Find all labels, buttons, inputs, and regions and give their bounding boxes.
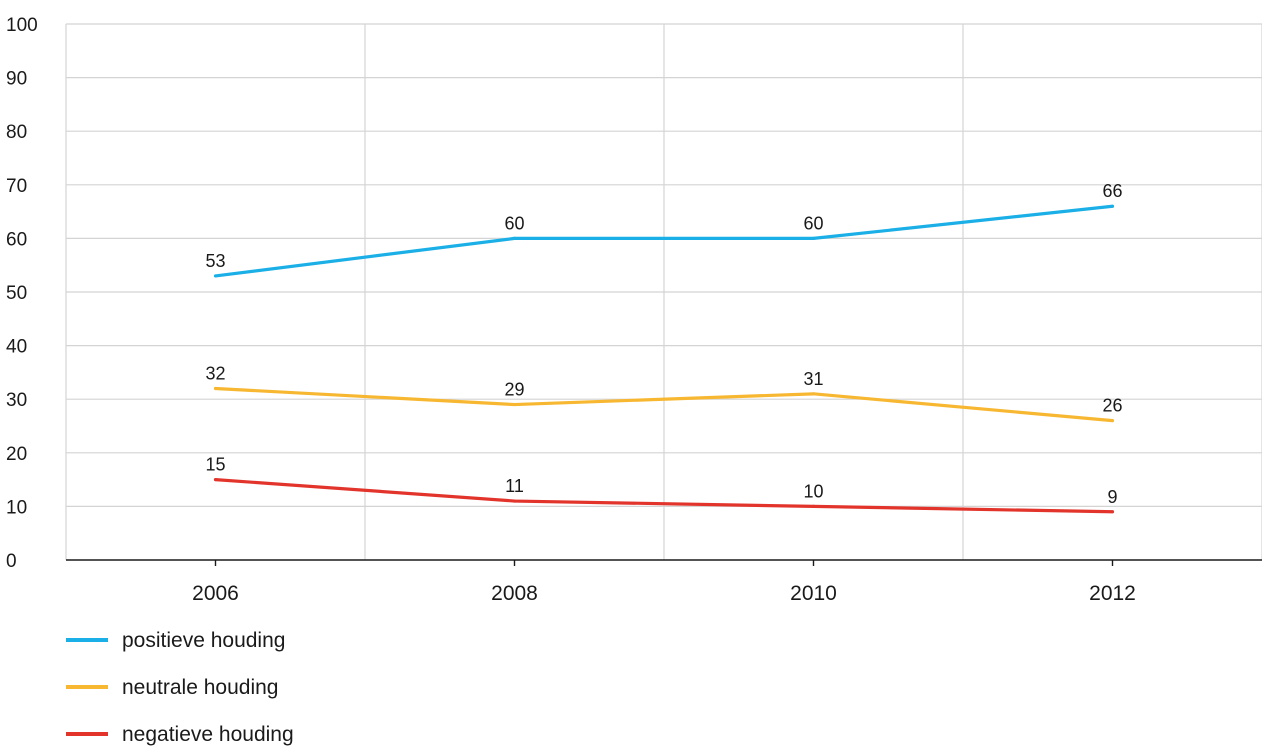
data-point: [213, 274, 218, 278]
gridlines: [65, 23, 1262, 560]
y-tick-label: 20: [6, 444, 27, 465]
y-tick-label: 70: [6, 176, 27, 197]
y-tick-label: 60: [6, 229, 27, 250]
data-point: [213, 386, 218, 391]
legend-label: positieve houding: [122, 629, 285, 652]
x-tick-label: 2008: [491, 582, 538, 605]
data-point: [811, 504, 816, 508]
data-label: 60: [504, 213, 524, 233]
data-label: 60: [803, 213, 823, 233]
series-line-1: [215, 386, 1113, 423]
series-line-2: [215, 478, 1113, 514]
y-tick-label: 10: [6, 497, 27, 518]
y-tick-label: 90: [6, 69, 27, 90]
y-tick-label: 40: [6, 337, 27, 358]
data-point: [1110, 510, 1115, 514]
y-axis: 0 10 20 30 40 50 60 70 80 90 100: [6, 15, 38, 572]
data-point: [811, 236, 816, 240]
series-lines: [213, 204, 1115, 514]
data-point: [1110, 204, 1115, 208]
y-tick-label: 0: [6, 551, 17, 572]
data-point: [213, 478, 218, 482]
data-label: 29: [504, 380, 524, 400]
x-tick-label: 2006: [192, 582, 239, 605]
y-tick-label: 80: [6, 122, 27, 143]
data-label: 31: [803, 369, 823, 389]
legend: positieve houding neutrale houding negatie…: [66, 629, 294, 746]
legend-label: negatieve houding: [122, 723, 294, 746]
data-point: [512, 236, 517, 240]
y-tick-label: 50: [6, 283, 27, 304]
data-point: [512, 402, 517, 407]
data-label: 10: [803, 481, 823, 501]
data-label: 66: [1102, 181, 1122, 201]
data-label: 9: [1107, 487, 1117, 507]
data-label: 32: [205, 363, 225, 383]
x-tick-label: 2010: [790, 582, 837, 605]
legend-label: neutrale houding: [122, 676, 278, 699]
data-point: [1110, 419, 1115, 423]
data-label: 11: [505, 476, 524, 496]
x-tick-label: 2012: [1089, 582, 1136, 605]
data-label: 15: [205, 455, 225, 475]
x-axis: 2006 2008 2010 2012: [66, 559, 1262, 605]
y-tick-label: 100: [6, 15, 38, 36]
data-label: 26: [1102, 396, 1122, 416]
data-labels: 53 60 60 66 32 29 31 26 15 11 10 9: [205, 181, 1122, 507]
data-label: 53: [205, 251, 225, 271]
series-line-0: [215, 204, 1113, 278]
data-point: [811, 392, 816, 396]
y-tick-label: 30: [6, 390, 27, 411]
data-point: [512, 499, 517, 503]
